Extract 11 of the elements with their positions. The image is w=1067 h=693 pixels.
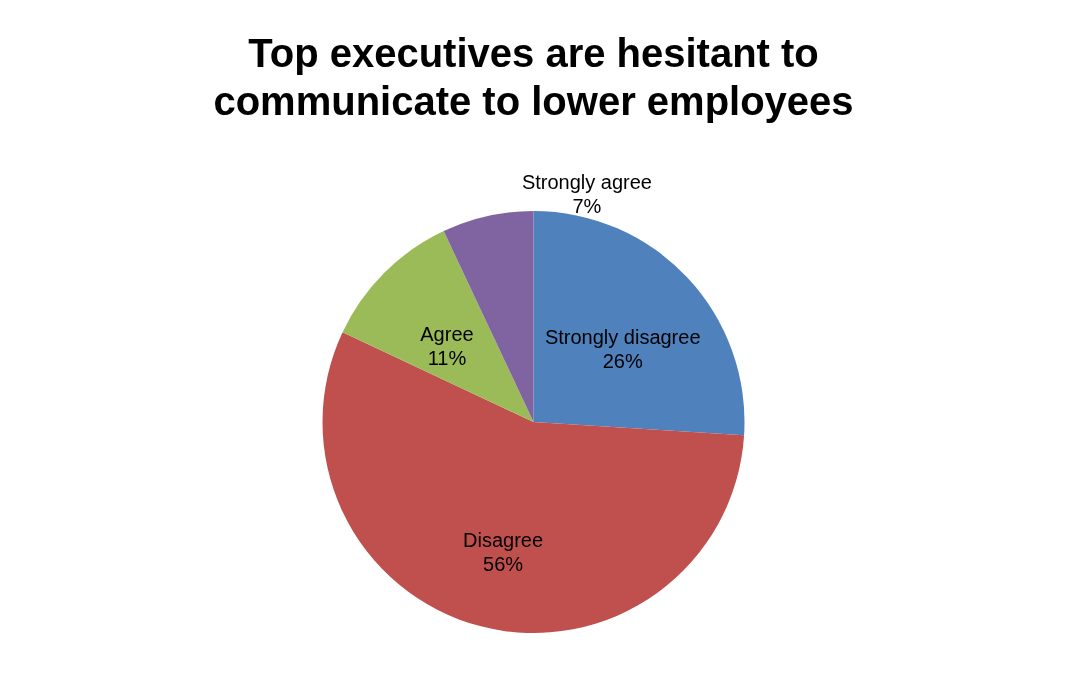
slice-label: Disagree <box>463 528 544 551</box>
slice-label: Agree <box>420 323 474 346</box>
chart-title: Top executives are hesitant to communicate to lower employees <box>213 30 854 123</box>
pie-slice <box>342 231 534 422</box>
data-label: 7% <box>572 194 602 217</box>
slice-label: Strongly agree <box>521 170 652 193</box>
slice-label: Strongly disagree <box>544 326 701 349</box>
data-label: 26% <box>602 350 643 373</box>
data-label: 56% <box>483 552 524 575</box>
data-label: 11% <box>427 347 467 370</box>
pie-slice <box>533 211 745 436</box>
